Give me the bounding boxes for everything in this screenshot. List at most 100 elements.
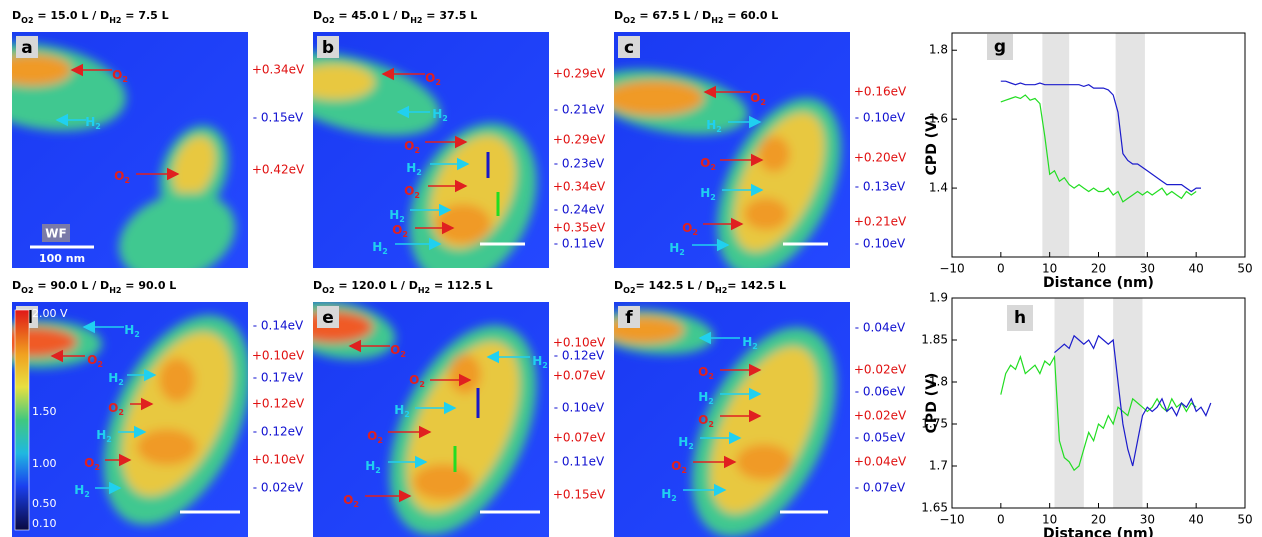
species-label: O2 (112, 68, 128, 85)
text-part: H (742, 335, 752, 349)
species-label: O2 (114, 169, 130, 186)
text-part: O (409, 373, 419, 387)
text-part: = 112.5 L (430, 279, 493, 292)
y-tick-label: 1.8 (929, 43, 948, 57)
species-label: H2 (365, 459, 381, 476)
text-part: D (614, 9, 623, 22)
subscript: 2 (414, 146, 420, 155)
y-tick-label: 1.8 (929, 375, 948, 389)
text-part: O (682, 221, 692, 235)
text-part: H (406, 161, 416, 175)
text-part: H (678, 435, 688, 449)
subscript: H2 (109, 16, 121, 25)
y-tick-label: 1.6 (929, 112, 948, 126)
energy-label: - 0.21eV (554, 103, 605, 117)
x-tick-label: 20 (1091, 513, 1106, 527)
subscript: H2 (109, 286, 121, 295)
domain (736, 444, 792, 480)
y-tick-label: 1.85 (921, 333, 948, 347)
subscript: 2 (760, 98, 766, 107)
y-tick-label: 1.65 (921, 501, 948, 515)
subscript: 2 (402, 230, 408, 239)
energy-label: +0.02eV (854, 363, 907, 377)
subscript: 2 (404, 410, 410, 419)
energy-label: +0.29eV (553, 133, 606, 147)
energy-label: +0.29eV (553, 67, 606, 81)
text-part: O (392, 223, 402, 237)
species-label: O2 (682, 221, 698, 238)
subscript: 2 (134, 330, 140, 339)
species-label: O2 (404, 184, 420, 201)
x-tick-label: 0 (997, 513, 1005, 527)
text-part: O (698, 413, 708, 427)
species-label: H2 (108, 371, 124, 388)
blobs (313, 302, 537, 535)
species-label: H2 (74, 483, 90, 500)
subscript: 2 (710, 193, 716, 202)
text-part: H (96, 428, 106, 442)
text-part: O (698, 365, 708, 379)
afm-image (12, 302, 248, 537)
subscript: 2 (118, 378, 124, 387)
text-part: = 15.0 L / D (34, 9, 110, 22)
text-part: D (313, 279, 322, 292)
species-label: H2 (700, 186, 716, 203)
plot-frame (951, 297, 1246, 509)
colorbar-label: 2.00 V (32, 307, 68, 320)
text-part: O (700, 156, 710, 170)
subscript: 2 (122, 75, 128, 84)
text-part: O (367, 429, 377, 443)
species-label: H2 (96, 428, 112, 445)
y-axis-title: CPD (V) (924, 373, 940, 434)
text-part: O (404, 184, 414, 198)
subscript: O2 (322, 286, 334, 295)
species-label: O2 (343, 493, 359, 510)
text-part: O (425, 71, 435, 85)
letter-box (1007, 305, 1033, 331)
energy-label: - 0.10eV (855, 111, 906, 125)
energy-label: - 0.07eV (855, 481, 906, 495)
cpd-line (1000, 80, 1201, 193)
energy-label: +0.07eV (553, 431, 606, 445)
colorbar-label: 1.50 (32, 405, 57, 418)
species-label: O2 (84, 456, 100, 473)
subscript: 2 (94, 463, 100, 472)
text-part: = 60.0 L (723, 9, 778, 22)
text-part: = 142.5 L (727, 279, 786, 292)
species-label: H2 (432, 107, 448, 124)
subscript: O2 (322, 16, 334, 25)
text-part: H (124, 323, 134, 337)
subscript: 2 (708, 420, 714, 429)
colorbar-label: 0.10 (32, 517, 57, 530)
domain (12, 43, 127, 131)
cpd-line (1054, 334, 1212, 467)
text-part: H (669, 241, 679, 255)
panel-title: DO2 = 15.0 L / DH2 = 7.5 L (12, 9, 169, 25)
x-tick-label: 30 (1140, 513, 1155, 527)
text-part: = 7.5 L (121, 9, 168, 22)
panel-title: DO2 = 90.0 L / DH2 = 90.0 L (12, 279, 176, 295)
letter-box (618, 306, 640, 328)
y-tick-label: 1.9 (929, 291, 948, 305)
subscript: 2 (377, 436, 383, 445)
domain (614, 80, 704, 116)
subscript: 2 (435, 78, 441, 87)
shaded-range (1115, 33, 1145, 257)
letter-box (987, 34, 1013, 60)
energy-label: - 0.10eV (554, 401, 605, 415)
text-part: O (750, 91, 760, 105)
domain (137, 429, 197, 465)
panel-letter: c (624, 38, 634, 58)
afm-image (614, 302, 850, 537)
energy-label: +0.35eV (553, 221, 606, 235)
text-part: H (365, 459, 375, 473)
species-label: O2 (700, 156, 716, 173)
energy-label: - 0.12eV (554, 349, 605, 363)
subscript: H2 (410, 16, 422, 25)
energy-label: +0.10eV (252, 453, 305, 467)
subscript: 2 (442, 114, 448, 123)
energy-label: +0.07eV (553, 369, 606, 383)
cpd-line (1000, 354, 1197, 472)
domain (159, 358, 195, 402)
